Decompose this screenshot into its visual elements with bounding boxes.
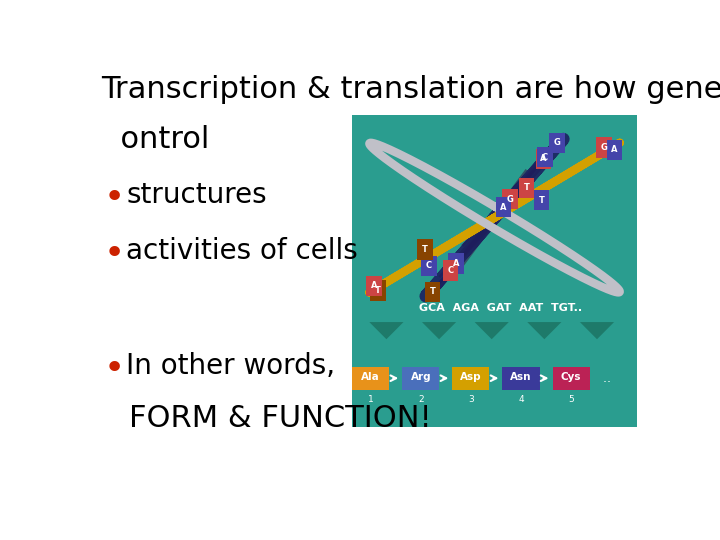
- Bar: [552, 367, 590, 390]
- Text: 1: 1: [368, 395, 374, 404]
- Text: •: •: [104, 181, 125, 215]
- Bar: [518, 178, 534, 198]
- Bar: [503, 189, 518, 209]
- Bar: [443, 260, 458, 281]
- Text: ontrol: ontrol: [101, 125, 210, 154]
- Text: A: A: [500, 202, 507, 212]
- Bar: [536, 149, 552, 169]
- Bar: [449, 253, 464, 274]
- Text: C: C: [447, 266, 454, 275]
- Text: G: G: [507, 194, 513, 204]
- Polygon shape: [422, 322, 456, 339]
- Bar: [366, 275, 382, 296]
- Polygon shape: [369, 322, 403, 339]
- Text: A: A: [540, 154, 547, 164]
- Text: A: A: [453, 259, 459, 268]
- Polygon shape: [474, 322, 509, 339]
- Text: •: •: [104, 238, 125, 272]
- Polygon shape: [527, 322, 562, 339]
- Bar: [421, 255, 437, 276]
- Bar: [425, 282, 440, 302]
- Text: A: A: [611, 145, 618, 154]
- Text: 5: 5: [568, 395, 574, 404]
- Text: •: •: [104, 352, 125, 386]
- Text: GCA  AGA  GAT  AAT  TGT..: GCA AGA GAT AAT TGT..: [418, 303, 582, 313]
- Text: ..: ..: [595, 372, 611, 384]
- Bar: [596, 138, 611, 158]
- Text: T: T: [523, 184, 529, 192]
- Text: Transcription & translation are how genes: Transcription & translation are how gene…: [101, 75, 720, 104]
- Text: Asp: Asp: [460, 373, 482, 382]
- Text: T: T: [422, 245, 428, 254]
- Bar: [417, 239, 433, 260]
- Text: Cys: Cys: [561, 373, 581, 382]
- Bar: [534, 190, 549, 211]
- Text: Arg: Arg: [410, 373, 431, 382]
- Bar: [352, 114, 636, 427]
- Text: Ala: Ala: [361, 373, 380, 382]
- Text: 4: 4: [518, 395, 524, 404]
- Text: G: G: [554, 138, 561, 147]
- Bar: [495, 197, 511, 217]
- Text: 2: 2: [418, 395, 423, 404]
- Text: In other words,: In other words,: [126, 352, 336, 380]
- Bar: [370, 280, 386, 301]
- Text: activities of cells: activities of cells: [126, 238, 358, 265]
- Text: C: C: [426, 261, 432, 271]
- Bar: [452, 367, 490, 390]
- Bar: [607, 140, 623, 160]
- Text: FORM & FUNCTION!: FORM & FUNCTION!: [129, 404, 432, 433]
- Text: T: T: [375, 286, 381, 295]
- Text: Asn: Asn: [510, 373, 532, 382]
- Bar: [537, 147, 553, 167]
- Text: T: T: [429, 287, 436, 296]
- Text: A: A: [371, 281, 377, 290]
- Bar: [503, 367, 539, 390]
- Bar: [402, 367, 439, 390]
- Text: T: T: [539, 196, 544, 205]
- Text: 3: 3: [468, 395, 474, 404]
- Text: G: G: [600, 143, 607, 152]
- Text: structures: structures: [126, 181, 267, 209]
- Bar: [352, 367, 390, 390]
- Bar: [549, 133, 565, 153]
- Polygon shape: [580, 322, 614, 339]
- Text: C: C: [542, 153, 548, 161]
